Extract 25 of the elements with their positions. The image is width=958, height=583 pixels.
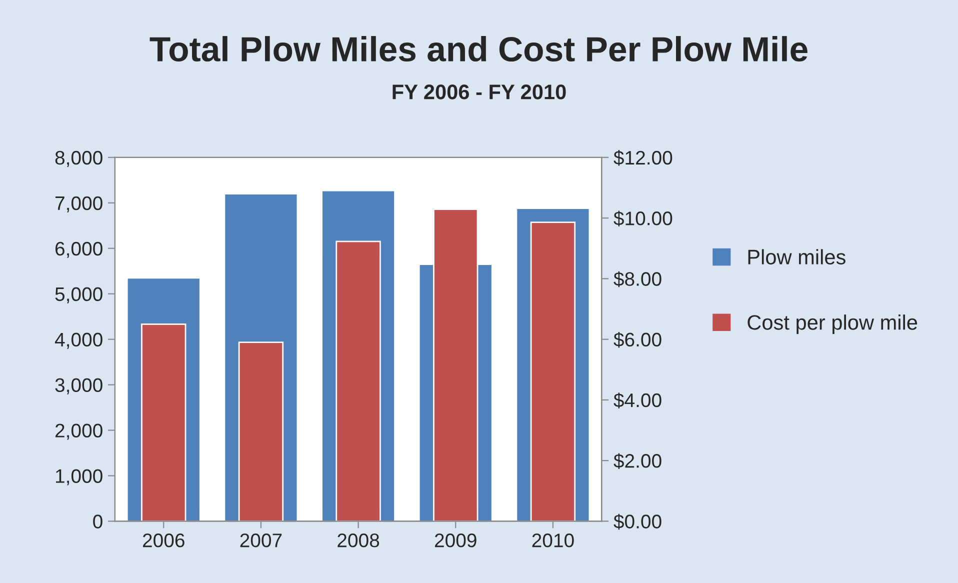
- y-tick-label: 1,000: [56, 469, 102, 486]
- y-tick-label: 0: [93, 514, 102, 528]
- y-tick-label: 6,000: [55, 242, 102, 258]
- y2-tick-label: $8.00: [614, 271, 662, 288]
- y2-tick-label: $2.00: [614, 453, 662, 469]
- y-tick-label: 3,000: [55, 378, 102, 394]
- x-tick-label: 2008: [338, 534, 380, 548]
- legend-label: Cost per plow mile: [748, 314, 918, 334]
- y-tick-label: 5,000: [55, 287, 102, 304]
- y2-tick-label: $10.00: [614, 210, 672, 226]
- y2-tick-label: $0.00: [614, 514, 662, 530]
- x-tick-label: 2009: [434, 534, 476, 548]
- legend-label: Plow miles: [748, 249, 846, 264]
- chart-title: Total Plow Miles and Cost Per Plow Mile: [150, 36, 808, 62]
- x-tick-label: 2006: [142, 534, 184, 548]
- chart-subtitle: FY 2006 - FY 2010: [392, 84, 566, 100]
- y2-tick-label: $6.00: [614, 332, 662, 348]
- y2-tick-label: $12.00: [614, 150, 672, 166]
- y-tick-label: 4,000: [54, 332, 102, 349]
- x-tick-label: 2007: [240, 534, 282, 548]
- x-tick-label: 2010: [532, 534, 574, 548]
- y-tick-label: 7,000: [55, 196, 102, 212]
- y-tick-label: 2,000: [55, 424, 102, 440]
- y-tick-label: 8,000: [55, 150, 102, 167]
- y2-tick-label: $4.00: [614, 392, 662, 408]
